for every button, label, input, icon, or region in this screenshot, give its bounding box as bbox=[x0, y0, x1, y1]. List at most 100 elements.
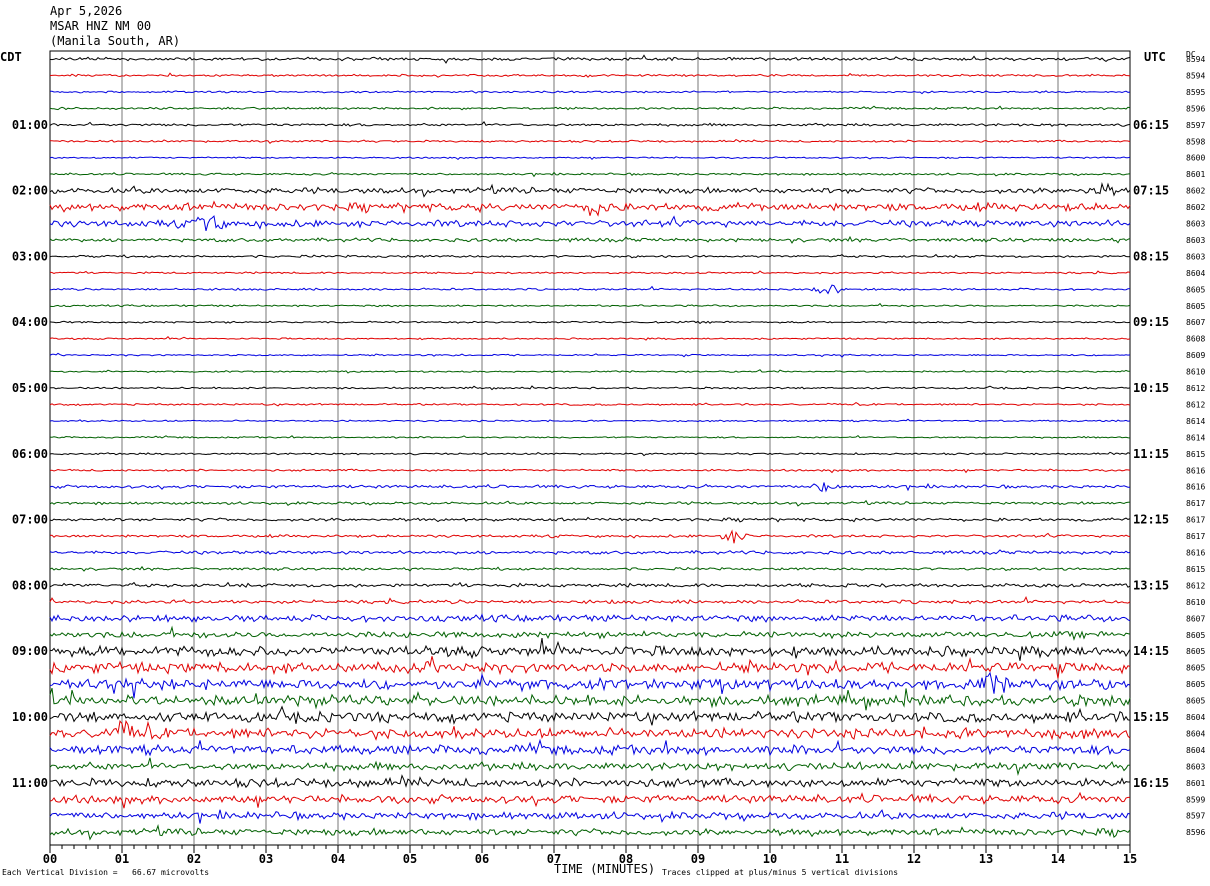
seismic-trace bbox=[49, 595, 1131, 605]
dc-offset-label: 8605 bbox=[1186, 697, 1205, 706]
utc-time-label: 06:15 bbox=[1133, 118, 1169, 132]
seismic-trace bbox=[49, 638, 1131, 661]
dc-offset-label: 8601 bbox=[1186, 779, 1205, 788]
x-tick-label: 13 bbox=[979, 852, 993, 866]
dc-offset-label: 8605 bbox=[1186, 285, 1205, 294]
seismic-trace bbox=[49, 369, 1131, 374]
dc-offset-label: 8596 bbox=[1186, 104, 1205, 113]
dc-offset-label: 8607 bbox=[1186, 318, 1205, 327]
dc-offset-label: 8615 bbox=[1186, 450, 1205, 459]
dc-offset-label: 8615 bbox=[1186, 565, 1205, 574]
utc-time-label: 16:15 bbox=[1133, 776, 1169, 790]
station-label: MSAR HNZ NM 00 bbox=[50, 19, 152, 33]
dc-label: DC bbox=[1186, 50, 1196, 59]
seismic-trace bbox=[49, 284, 1130, 295]
dc-offset-label: 8610 bbox=[1186, 368, 1205, 377]
utc-time-label: 13:15 bbox=[1133, 578, 1169, 592]
utc-time-label: 14:15 bbox=[1133, 644, 1169, 658]
dc-offset-label: 8610 bbox=[1186, 598, 1205, 607]
x-tick-label: 09 bbox=[691, 852, 705, 866]
dc-offset-label: 8597 bbox=[1186, 121, 1205, 130]
dc-offset-label: 8616 bbox=[1186, 483, 1205, 492]
dc-offset-label: 8594 bbox=[1186, 55, 1205, 64]
date-label: Apr 5,2026 bbox=[50, 4, 123, 18]
utc-time-label: 07:15 bbox=[1133, 184, 1169, 198]
seismic-trace bbox=[49, 434, 1131, 439]
dc-offset-label: 8614 bbox=[1186, 433, 1205, 442]
seismic-trace bbox=[49, 253, 1131, 259]
x-tick-label: 02 bbox=[187, 852, 201, 866]
dc-offset-label: 8596 bbox=[1186, 828, 1205, 837]
x-tick-label: 14 bbox=[1051, 852, 1065, 866]
seismic-trace bbox=[49, 499, 1131, 507]
seismic-trace bbox=[49, 565, 1131, 572]
plot-frame bbox=[49, 50, 1131, 846]
seismic-trace bbox=[49, 156, 1131, 161]
cdt-time-label: 02:00 bbox=[12, 184, 48, 198]
seismic-trace bbox=[50, 138, 1131, 145]
dc-offset-label: 8602 bbox=[1186, 203, 1205, 212]
seismic-trace bbox=[49, 352, 1131, 358]
seismic-trace bbox=[49, 613, 1131, 624]
seismic-trace bbox=[49, 171, 1131, 178]
x-tick-label: 07 bbox=[547, 852, 561, 866]
dc-offset-label: 8617 bbox=[1186, 516, 1205, 525]
cdt-time-label: 06:00 bbox=[12, 447, 48, 461]
dc-offset-label: 8603 bbox=[1186, 762, 1205, 771]
seismic-trace bbox=[49, 482, 1130, 493]
seismic-trace bbox=[49, 757, 1131, 777]
x-tick-label: 12 bbox=[907, 852, 921, 866]
dc-offset-label: 8594 bbox=[1186, 71, 1205, 80]
clip-note: Traces clipped at plus/minus 5 vertical … bbox=[662, 868, 899, 877]
seismic-trace bbox=[49, 54, 1131, 64]
dc-offset-label: 8605 bbox=[1186, 302, 1205, 311]
dc-offset-label: 8600 bbox=[1186, 154, 1205, 163]
dc-offset-label: 8604 bbox=[1186, 269, 1205, 278]
seismic-trace bbox=[49, 320, 1131, 325]
x-tick-label: 08 bbox=[619, 852, 633, 866]
dc-offset-label: 8604 bbox=[1186, 713, 1205, 722]
seismic-trace bbox=[49, 385, 1131, 391]
dc-offset-label: 8608 bbox=[1186, 335, 1205, 344]
dc-offset-label: 8595 bbox=[1186, 88, 1205, 97]
seismic-trace bbox=[49, 656, 1131, 679]
seismic-trace bbox=[49, 90, 1131, 95]
dc-offset-label: 8607 bbox=[1186, 614, 1205, 623]
utc-time-label: 11:15 bbox=[1133, 447, 1169, 461]
x-tick-label: 01 bbox=[115, 852, 129, 866]
utc-time-label: 12:15 bbox=[1133, 513, 1169, 527]
cdt-time-label: 01:00 bbox=[12, 118, 48, 132]
seismic-trace bbox=[49, 418, 1131, 423]
scale-note: Each Vertical Division = 66.67 microvolt… bbox=[2, 868, 210, 877]
x-tick-label: 15 bbox=[1123, 852, 1137, 866]
cdt-time-label: 03:00 bbox=[12, 249, 48, 263]
dc-offset-label: 8604 bbox=[1186, 729, 1205, 738]
seismic-trace bbox=[49, 335, 1131, 341]
dc-offset-label: 8605 bbox=[1186, 631, 1205, 640]
dc-offset-label: 8599 bbox=[1186, 795, 1205, 804]
dc-offset-label: 8617 bbox=[1186, 532, 1205, 541]
dc-offset-label: 8605 bbox=[1186, 680, 1205, 689]
dc-offset-label: 8601 bbox=[1186, 170, 1205, 179]
dc-offset-label: 8598 bbox=[1186, 137, 1205, 146]
x-tick-label: 03 bbox=[259, 852, 273, 866]
seismic-trace bbox=[49, 451, 1131, 457]
dc-offset-label: 8616 bbox=[1186, 549, 1205, 558]
seismic-trace bbox=[49, 625, 1131, 641]
seismic-trace bbox=[49, 105, 1131, 111]
utc-time-label: 09:15 bbox=[1133, 315, 1169, 329]
cdt-time-label: 07:00 bbox=[12, 513, 48, 527]
dc-offset-label: 8597 bbox=[1186, 812, 1205, 821]
x-tick-label: 05 bbox=[403, 852, 417, 866]
dc-offset-label: 8617 bbox=[1186, 499, 1205, 508]
dc-offset-label: 8612 bbox=[1186, 384, 1205, 393]
seismic-trace bbox=[49, 529, 1131, 544]
utc-time-label: 15:15 bbox=[1133, 710, 1169, 724]
seismic-trace bbox=[49, 549, 1131, 556]
x-tick-label: 11 bbox=[835, 852, 849, 866]
x-tick-label: 00 bbox=[43, 852, 57, 866]
seismic-trace bbox=[49, 516, 1131, 523]
dc-offset-label: 8603 bbox=[1186, 236, 1205, 245]
seismic-trace bbox=[49, 182, 1131, 198]
